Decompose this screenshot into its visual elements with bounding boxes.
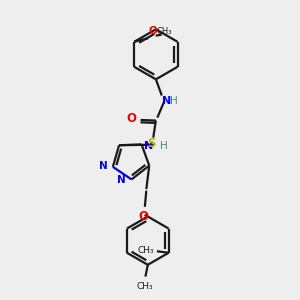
- Text: N: N: [99, 161, 108, 171]
- Text: O: O: [149, 26, 158, 36]
- Text: H: H: [160, 141, 167, 151]
- Text: CH₃: CH₃: [137, 246, 154, 255]
- Text: H: H: [170, 96, 178, 106]
- Text: CH₃: CH₃: [157, 27, 172, 36]
- Text: N: N: [144, 141, 153, 151]
- Text: O: O: [126, 112, 136, 125]
- Text: N: N: [118, 175, 126, 185]
- Text: O: O: [138, 210, 148, 223]
- Text: CH₃: CH₃: [136, 283, 153, 292]
- Text: N: N: [162, 96, 171, 106]
- Text: S: S: [147, 137, 155, 150]
